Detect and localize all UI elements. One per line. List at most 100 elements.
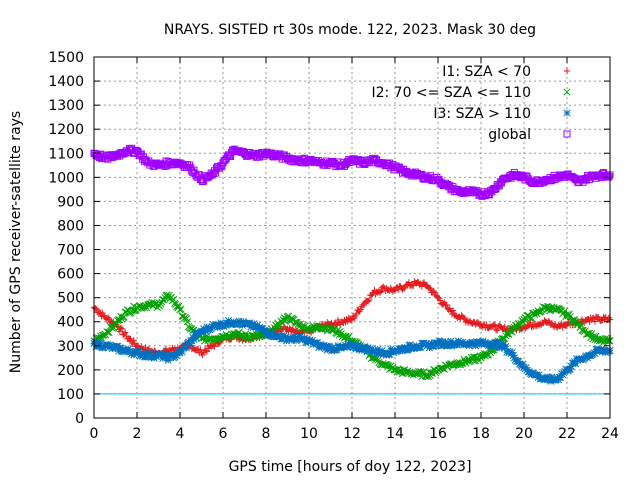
- legend-label: I1: SZA < 70: [442, 64, 531, 80]
- x-tick-label: 0: [90, 426, 99, 442]
- data-point: [164, 356, 172, 364]
- data-point: [278, 335, 286, 343]
- data-point: [162, 351, 170, 359]
- data-point: [553, 374, 561, 382]
- data-point: [519, 360, 527, 368]
- x-axis-ticks: 0 2 4 6 8 10 12 14 16 18 20 22 24: [90, 57, 619, 442]
- data-point: [591, 349, 599, 357]
- data-point: [474, 319, 481, 326]
- data-point: [146, 300, 154, 308]
- data-point: [326, 344, 335, 352]
- data-point: [379, 283, 387, 290]
- data-point: [115, 347, 123, 355]
- data-point: [489, 342, 497, 350]
- y-tick-label: 700: [57, 243, 84, 259]
- legend-marker: [563, 88, 571, 96]
- data-point: [565, 310, 573, 318]
- data-point: [436, 297, 444, 304]
- data-point: [572, 360, 580, 368]
- data-point: [376, 289, 384, 296]
- legend-label: I3: SZA > 110: [433, 106, 531, 122]
- data-point: [160, 296, 168, 304]
- data-point: [350, 341, 358, 350]
- x-tick-label: 18: [472, 426, 490, 442]
- data-point: [207, 325, 215, 333]
- data-point: [117, 344, 125, 352]
- data-point: [490, 321, 498, 328]
- data-point: [343, 333, 351, 341]
- data-point: [186, 340, 194, 348]
- y-tick-label: 300: [57, 339, 84, 355]
- chart-title: NRAYS. SISTED rt 30s mode. 122, 2023. Ma…: [164, 22, 536, 38]
- x-tick-label: 24: [601, 426, 619, 442]
- legend-marker: [563, 109, 571, 117]
- x-tick-label: 8: [262, 426, 271, 442]
- data-point: [105, 328, 113, 337]
- data-point: [211, 343, 218, 350]
- data-point: [483, 321, 490, 328]
- data-point: [366, 296, 373, 304]
- data-point: [404, 346, 412, 354]
- data-point: [354, 342, 363, 350]
- data-point: [296, 333, 304, 341]
- data-point: [287, 334, 295, 342]
- data-point: [157, 300, 165, 308]
- data-point: [212, 321, 221, 329]
- data-point: [139, 350, 148, 358]
- data-point: [146, 349, 154, 357]
- data-point: [493, 339, 501, 347]
- data-point: [364, 344, 372, 352]
- data-point: [203, 348, 211, 355]
- x-tick-label: 22: [558, 426, 576, 442]
- data-point: [347, 339, 355, 348]
- data-point: [414, 278, 421, 286]
- legend: I1: SZA < 70 I2: 70 <= SZA <= 110 I3: SZA …: [371, 64, 571, 143]
- data-point: [290, 332, 298, 340]
- data-point: [409, 281, 416, 289]
- data-point: [426, 341, 435, 349]
- x-tick-label: 10: [300, 426, 318, 442]
- data-point: [130, 351, 138, 359]
- y-tick-label: 1400: [48, 74, 84, 90]
- legend-marker: [563, 67, 571, 75]
- data-point: [422, 372, 430, 381]
- x-axis-label: GPS time [hours of doy 122, 2023]: [229, 459, 472, 475]
- y-tick-label: 100: [57, 387, 84, 403]
- data-point: [91, 305, 99, 312]
- data-point: [217, 319, 225, 327]
- data-point: [91, 338, 99, 346]
- data-point: [234, 320, 242, 328]
- data-point: [472, 342, 480, 350]
- data-point: [203, 323, 211, 331]
- y-tick-label: 1200: [48, 122, 84, 138]
- data-point: [556, 373, 565, 382]
- data-point: [427, 339, 436, 347]
- data-point: [223, 333, 231, 341]
- data-point: [357, 306, 364, 313]
- data-point: [450, 341, 458, 349]
- x-tick-label: 20: [515, 426, 533, 442]
- data-point: [577, 321, 585, 329]
- data-point: [267, 328, 275, 336]
- data-point: [124, 345, 132, 353]
- data-point: [317, 340, 325, 348]
- data-point: [281, 333, 289, 341]
- data-point: [216, 323, 224, 331]
- legend-label: global: [488, 127, 531, 143]
- data-point: [332, 320, 340, 328]
- data-point: [158, 350, 166, 358]
- data-point: [443, 301, 450, 309]
- data-point: [96, 309, 103, 316]
- data-point: [202, 347, 209, 354]
- data-point: [535, 371, 543, 379]
- data-point: [272, 330, 280, 338]
- data-point: [222, 321, 230, 329]
- data-point: [361, 343, 369, 351]
- data-point: [121, 329, 129, 336]
- data-point: [182, 344, 191, 352]
- data-point: [377, 288, 385, 295]
- data-point: [224, 316, 232, 324]
- data-point: [496, 339, 504, 347]
- data-point: [192, 334, 200, 342]
